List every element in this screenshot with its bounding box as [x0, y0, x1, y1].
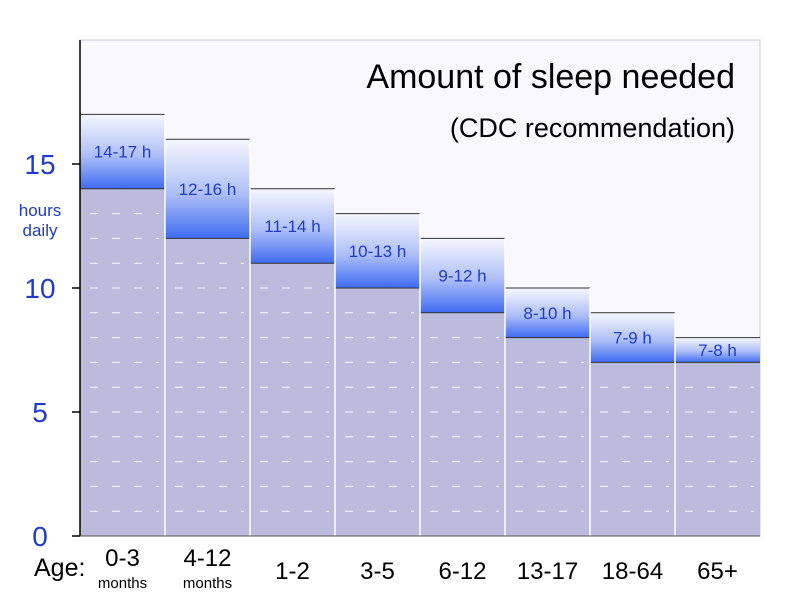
- x-tick-label: 65+: [697, 558, 738, 585]
- x-tick-label: 3-5: [360, 558, 395, 585]
- x-tick-label: 0-3: [105, 545, 140, 572]
- bar-range-1-2: [250, 188, 335, 264]
- x-categories-layer: 0-3 months 4-12 months 1-2 3-5 6-12 13-17 18-64 6…: [98, 545, 738, 592]
- bar-range-4-12: [165, 139, 250, 239]
- bar-base-1-2: [250, 263, 335, 536]
- bar-range-3-5: [335, 213, 420, 288]
- bar-range-65+: [675, 337, 760, 363]
- bar-label: 9-12 h: [438, 267, 486, 286]
- bar-label: 7-9 h: [613, 329, 652, 348]
- chart-title: Amount of sleep needed: [366, 58, 735, 96]
- y-axis-label-line1: hours: [19, 201, 62, 220]
- bar-base-18-64: [590, 362, 675, 536]
- x-tick-label: 6-12: [438, 558, 486, 585]
- chart-subtitle: (CDC recommendation): [450, 113, 735, 143]
- x-tick-label: 18-64: [602, 558, 663, 585]
- bar-label: 14-17 h: [94, 143, 152, 162]
- bar-labels-layer: 14-17 h 12-16 h 11-14 h 10-13 h 9-12 h 8-10 h…: [94, 143, 737, 360]
- x-tick-label: 4-12: [183, 545, 231, 572]
- y-axis-label-line2: daily: [23, 221, 58, 240]
- bar-range-6-12: [420, 238, 505, 313]
- y-tick-label: 0: [32, 521, 48, 552]
- bar-label: 12-16 h: [179, 180, 237, 199]
- y-tick-label: 5: [32, 397, 48, 428]
- y-tick-label: 15: [24, 149, 55, 180]
- y-ticks-layer: 0 5 10 15: [24, 149, 80, 552]
- bar-label: 8-10 h: [523, 304, 571, 323]
- bar-label: 7-8 h: [698, 341, 737, 360]
- bar-range-18-64: [590, 312, 675, 363]
- bar-label: 10-13 h: [349, 242, 407, 261]
- x-tick-label: 13-17: [517, 558, 578, 585]
- x-tick-label: 1-2: [275, 558, 310, 585]
- x-tick-unit: months: [98, 575, 147, 592]
- y-tick-label: 10: [24, 273, 55, 304]
- bar-base-65+: [675, 362, 760, 536]
- bar-range-0-3: [80, 114, 165, 189]
- bar-base-6-12: [420, 312, 505, 536]
- bar-range-13-17: [505, 288, 590, 338]
- bar-label: 11-14 h: [264, 217, 320, 236]
- outlines-layer: [80, 113, 760, 536]
- x-tick-unit: months: [183, 575, 232, 592]
- x-axis-label: Age:: [34, 554, 85, 582]
